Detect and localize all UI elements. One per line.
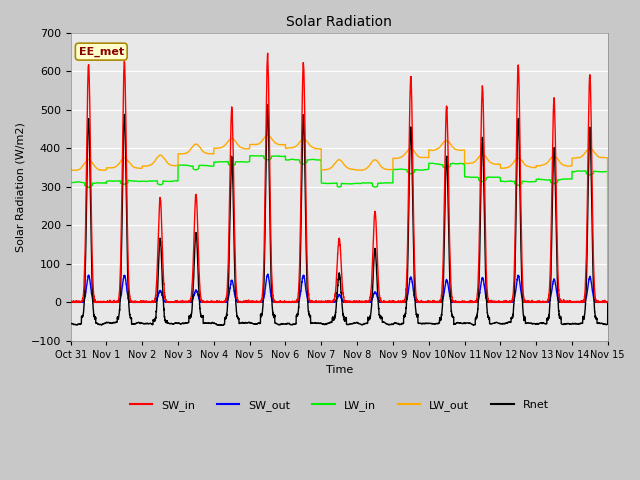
Rnet xyxy=(604,299,612,305)
LW_in xyxy=(163,178,171,184)
LW_in xyxy=(460,161,467,167)
SW_out xyxy=(430,299,438,305)
Line: SW_in: SW_in xyxy=(70,53,608,302)
SW_in xyxy=(163,300,171,305)
LW_out xyxy=(163,160,171,166)
SW_out xyxy=(604,300,612,305)
SW_in xyxy=(604,300,611,305)
SW_in xyxy=(67,300,75,305)
X-axis label: Time: Time xyxy=(326,365,353,375)
LW_out xyxy=(604,155,611,161)
SW_out xyxy=(460,300,467,305)
Rnet xyxy=(67,321,74,326)
SW_out xyxy=(604,300,611,305)
SW_in xyxy=(319,300,327,305)
LW_in xyxy=(490,174,498,180)
Rnet xyxy=(490,320,498,326)
SW_in xyxy=(264,50,271,56)
LW_out xyxy=(460,147,467,153)
LW_in xyxy=(319,180,327,186)
Line: LW_in: LW_in xyxy=(70,156,608,302)
LW_in xyxy=(604,168,611,174)
SW_in xyxy=(490,299,498,304)
SW_in xyxy=(67,298,74,304)
SW_out xyxy=(490,299,498,305)
Rnet xyxy=(264,102,271,108)
Text: EE_met: EE_met xyxy=(79,47,124,57)
Line: Rnet: Rnet xyxy=(70,105,608,325)
Rnet xyxy=(163,318,171,324)
SW_in xyxy=(460,300,467,305)
Line: SW_out: SW_out xyxy=(70,274,608,302)
LW_out xyxy=(264,132,271,138)
LW_out xyxy=(490,161,498,167)
SW_in xyxy=(604,299,612,304)
SW_out xyxy=(264,271,271,277)
SW_out xyxy=(163,300,171,305)
Line: LW_out: LW_out xyxy=(70,135,608,302)
Rnet xyxy=(430,321,438,327)
SW_out xyxy=(67,300,74,305)
LW_in xyxy=(430,161,438,167)
SW_in xyxy=(430,300,438,305)
Rnet xyxy=(319,321,327,327)
SW_out xyxy=(319,300,327,305)
LW_in xyxy=(604,300,612,305)
Y-axis label: Solar Radiation (W/m2): Solar Radiation (W/m2) xyxy=(15,122,25,252)
LW_out xyxy=(67,167,74,173)
Legend: SW_in, SW_out, LW_in, LW_out, Rnet: SW_in, SW_out, LW_in, LW_out, Rnet xyxy=(125,396,553,415)
LW_out xyxy=(604,299,612,305)
LW_in xyxy=(67,180,74,186)
LW_in xyxy=(248,153,255,158)
Title: Solar Radiation: Solar Radiation xyxy=(286,15,392,29)
LW_out xyxy=(319,167,327,173)
Rnet xyxy=(460,320,467,326)
LW_out xyxy=(430,147,438,153)
Rnet xyxy=(219,323,227,328)
Rnet xyxy=(604,321,611,327)
